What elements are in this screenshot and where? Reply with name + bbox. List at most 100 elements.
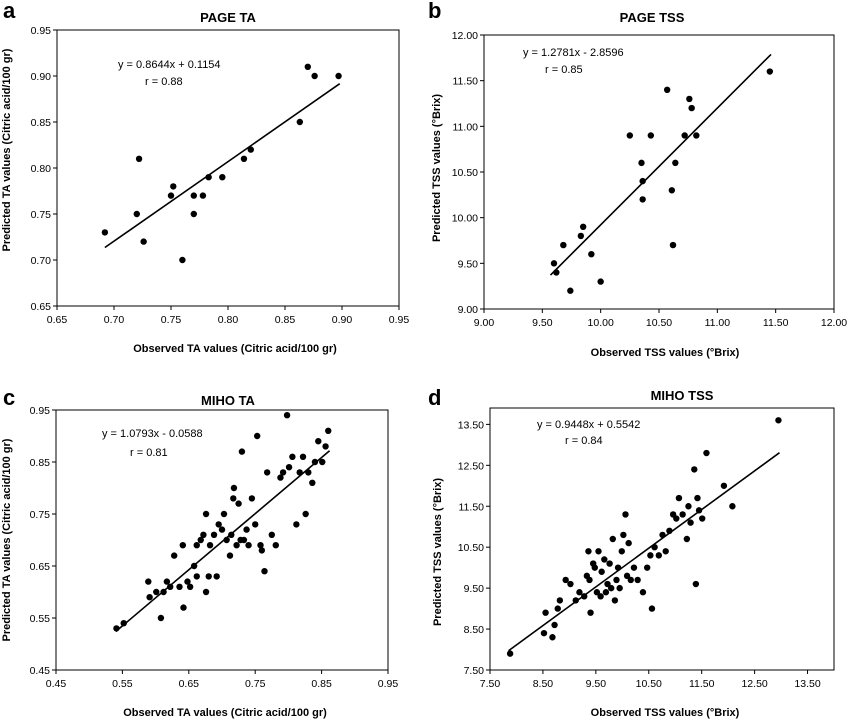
y-axis-ticks: 0.65 0.70 0.75 0.80 0.85 0.90 0.95: [31, 25, 57, 313]
correlation-coefficient: r = 0.81: [130, 447, 168, 459]
data-point: [322, 443, 329, 450]
data-point: [184, 578, 191, 585]
data-point: [157, 614, 165, 622]
data-points: [113, 412, 332, 632]
y-tick-label: 0.70: [31, 255, 52, 267]
data-point: [235, 500, 242, 507]
data-point: [145, 578, 152, 585]
x-tick-label: 9.50: [586, 678, 607, 690]
data-point: [140, 238, 147, 245]
data-point: [247, 146, 254, 153]
regression-line: [508, 452, 780, 652]
panel-letter: c: [3, 385, 15, 410]
y-tick-label: 0.75: [30, 509, 51, 521]
data-point: [179, 542, 187, 549]
data-point: [230, 495, 237, 502]
data-point: [639, 196, 646, 203]
correlation-coefficient: r = 0.85: [545, 64, 583, 76]
data-point: [302, 510, 309, 518]
x-tick-label: 12.00: [821, 317, 847, 329]
regression-line: [115, 450, 331, 633]
data-point: [634, 576, 641, 584]
correlation-coefficient: r = 0.88: [145, 76, 183, 88]
data-point: [311, 458, 319, 466]
y-axis-label: Predicted TA values (Citric acid/100 gr): [1, 438, 13, 641]
data-point: [272, 542, 279, 549]
data-point: [662, 548, 669, 555]
data-point: [190, 192, 197, 199]
data-point: [572, 597, 579, 604]
data-point: [588, 251, 595, 258]
regression-equation: y = 0.9448x + 0.5542: [537, 419, 640, 431]
plot-frame: [489, 407, 835, 671]
panel-c: c MIHO TA y = 1.0793x - 0.0588 r = 0.81 …: [1, 385, 398, 719]
data-point: [205, 573, 212, 580]
y-tick-label: 11.00: [453, 121, 479, 133]
data-point: [542, 609, 549, 616]
data-point: [606, 560, 613, 567]
data-point: [579, 223, 587, 230]
data-point: [655, 552, 663, 559]
data-point: [556, 597, 564, 604]
data-point: [659, 531, 666, 539]
y-tick-label: 0.95: [31, 25, 52, 37]
data-point: [226, 552, 234, 559]
data-point: [305, 469, 312, 476]
data-points: [101, 63, 342, 264]
data-point: [228, 531, 235, 538]
data-point: [672, 159, 679, 167]
data-point: [176, 583, 183, 590]
data-point: [627, 576, 634, 584]
y-tick-label: 12.50: [458, 460, 484, 472]
plot-frame: [483, 34, 835, 310]
panel-letter: a: [3, 0, 16, 23]
plot-frame: [56, 29, 400, 307]
x-tick-label: 11.00: [705, 317, 731, 329]
data-point: [586, 576, 593, 584]
y-tick-label: 0.75: [31, 209, 52, 221]
y-tick-label: 0.55: [30, 613, 51, 625]
y-tick-label: 13.50: [458, 419, 484, 431]
data-point: [618, 548, 625, 555]
data-point: [651, 543, 658, 551]
data-points: [550, 68, 774, 294]
data-point: [325, 427, 332, 434]
x-axis-label: Observed TSS values (°Brix): [591, 347, 740, 359]
y-tick-label: 0.85: [31, 117, 52, 129]
data-point: [113, 625, 120, 632]
data-point: [215, 521, 222, 528]
data-point: [668, 187, 676, 194]
data-point: [699, 515, 706, 522]
chart-title: MIHO TA: [201, 393, 256, 408]
data-point: [611, 597, 619, 604]
y-tick-label: 0.90: [31, 71, 52, 83]
data-point: [206, 542, 214, 549]
data-point: [289, 453, 296, 460]
data-point: [293, 521, 300, 528]
x-axis-label: Observed TA values (Citric acid/100 gr): [133, 343, 337, 355]
regression-equation: y = 1.2781x - 2.8596: [523, 47, 624, 59]
y-tick-label: 10.50: [458, 542, 484, 554]
data-point: [567, 580, 574, 588]
data-point: [261, 568, 268, 575]
y-tick-label: 0.65: [31, 301, 52, 313]
x-tick-label: 10.00: [588, 317, 614, 329]
data-point: [609, 535, 616, 543]
data-point: [597, 593, 604, 600]
x-tick-label: 0.45: [46, 678, 67, 690]
data-point: [585, 548, 592, 555]
data-point: [593, 589, 601, 596]
x-tick-label: 9.00: [474, 317, 495, 329]
x-tick-label: 12.50: [741, 678, 767, 690]
x-tick-label: 0.80: [218, 314, 239, 326]
y-tick-label: 9.50: [464, 583, 485, 595]
x-tick-label: 0.85: [311, 678, 332, 690]
regression-line: [549, 53, 772, 276]
data-point: [703, 449, 710, 457]
data-point: [167, 192, 175, 199]
y-tick-label: 9.00: [458, 304, 479, 316]
panel-letter: b: [428, 0, 441, 23]
data-point: [604, 580, 611, 588]
data-point: [614, 564, 622, 571]
data-point: [253, 432, 261, 440]
